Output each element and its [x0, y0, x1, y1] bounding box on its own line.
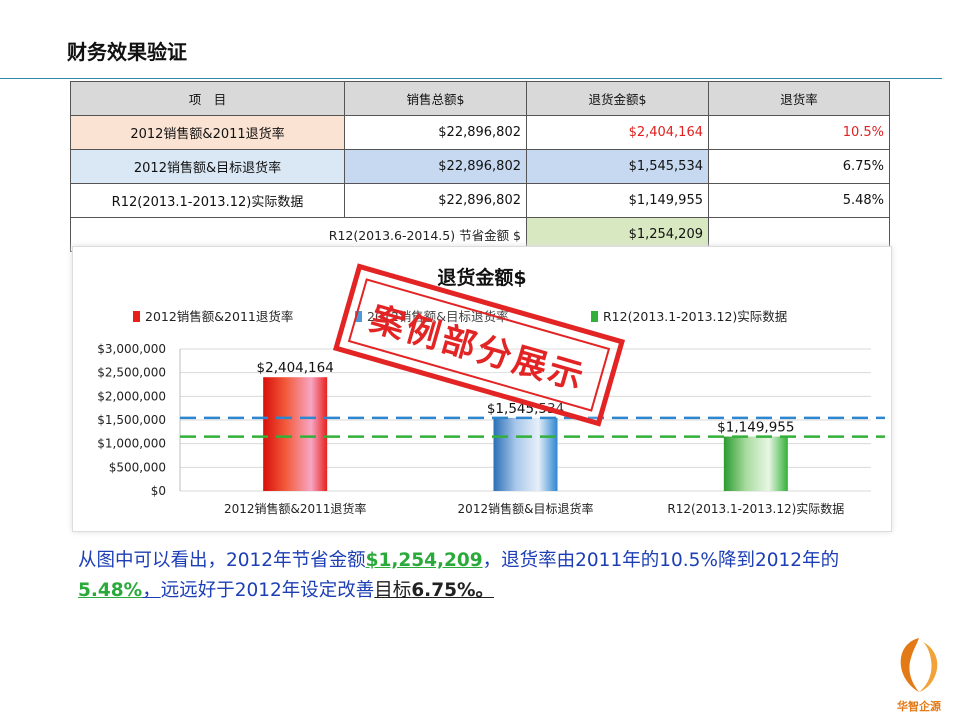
row-label: R12(2013.1-2013.12)实际数据 — [70, 183, 345, 218]
y-tick-label: $3,000,000 — [97, 342, 166, 356]
chart-svg: 退货金额$ 2012销售额&2011退货率 2012销售额&目标退货率 R12(20… — [97, 266, 885, 516]
bars — [263, 377, 788, 491]
header-sales: 销售总额$ — [344, 81, 527, 116]
legend-label: 2012销售额&目标退货率 — [367, 309, 509, 324]
bar-value-label: $1,545,534 — [487, 401, 564, 417]
x-tick-label: 2012销售额&目标退货率 — [458, 501, 594, 516]
summary-text-2: ，退货率由2011年的10.5%降到2012年的 — [482, 550, 840, 571]
y-tick-label: $2,500,000 — [97, 366, 166, 380]
bar — [493, 417, 558, 491]
logo-text: 华智企源 — [897, 700, 941, 713]
y-tick-label: $500,000 — [109, 460, 166, 474]
legend-swatch — [355, 311, 362, 322]
bar — [723, 436, 788, 491]
summary-savings-value: $1,254,209 — [365, 550, 483, 571]
summary-paragraph: 从图中可以看出，2012年节省金额$1,254,209，退货率由2011年的10… — [78, 546, 878, 606]
chart-legend: 2012销售额&2011退货率 2012销售额&目标退货率 R12(2013.1-2… — [133, 309, 787, 324]
row-rate: 6.75% — [708, 149, 890, 184]
summary-text-1: 从图中可以看出，2012年节省金额 — [78, 550, 366, 571]
bar-value-label: $1,149,955 — [717, 420, 794, 436]
title-divider — [0, 78, 942, 79]
summary-rate-value: 5.48% — [78, 580, 143, 601]
company-logo: 华智企源 — [893, 634, 945, 714]
legend-swatch — [133, 311, 140, 322]
table-row: 2012销售额&2011退货率 $22,896,802 $2,404,164 1… — [70, 115, 890, 150]
x-axis-ticks: 2012销售额&2011退货率 2012销售额&目标退货率 R12(2013.1-2… — [224, 501, 844, 516]
header-item: 项 目 — [70, 81, 345, 116]
bar — [263, 377, 328, 491]
summary-text-5: 。 — [475, 580, 495, 601]
table-row: R12(2013.1-2013.12)实际数据 $22,896,802 $1,1… — [70, 183, 890, 218]
row-returns: $1,149,955 — [526, 183, 709, 218]
logo-icon — [900, 638, 938, 692]
summary-target-value: 6.75% — [411, 580, 476, 601]
bar-labels: $2,404,164 $1,545,534 $1,149,955 — [257, 360, 795, 435]
row-label: 2012销售额&2011退货率 — [70, 115, 345, 150]
header-rate: 退货率 — [708, 81, 890, 116]
x-tick-label: R12(2013.1-2013.12)实际数据 — [667, 501, 844, 516]
row-rate: 5.48% — [708, 183, 890, 218]
chart-title: 退货金额$ — [437, 266, 526, 289]
y-tick-label: $0 — [151, 484, 166, 498]
slide-title: 财务效果验证 — [67, 40, 187, 64]
row-sales: $22,896,802 — [344, 149, 527, 184]
legend-label: 2012销售额&2011退货率 — [145, 309, 293, 324]
bar-value-label: $2,404,164 — [257, 360, 334, 376]
y-tick-label: $1,000,000 — [97, 437, 166, 451]
row-label: 2012销售额&目标退货率 — [70, 149, 345, 184]
table-header-row: 项 目 销售总额$ 退货金额$ 退货率 — [70, 81, 890, 116]
row-sales: $22,896,802 — [344, 183, 527, 218]
financial-table: 项 目 销售总额$ 退货金额$ 退货率 2012销售额&2011退货率 $22,… — [70, 81, 890, 252]
summary-target-label: 目标 — [374, 580, 412, 601]
row-rate: 10.5% — [708, 115, 890, 150]
reference-lines — [180, 416, 885, 438]
y-tick-label: $2,000,000 — [97, 389, 166, 403]
legend-swatch — [591, 311, 598, 322]
y-axis-ticks: $0 $500,000 $1,000,000 $1,500,000 $2,000,000… — [97, 342, 166, 498]
legend-label: R12(2013.1-2013.12)实际数据 — [603, 309, 787, 324]
summary-text-3: ， — [142, 580, 161, 601]
header-returns: 退货金额$ — [526, 81, 709, 116]
table-row: 2012销售额&目标退货率 $22,896,802 $1,545,534 6.7… — [70, 149, 890, 184]
summary-text-4: 远远好于2012年设定改善 — [160, 580, 375, 601]
row-sales: $22,896,802 — [344, 115, 527, 150]
y-tick-label: $1,500,000 — [97, 413, 166, 427]
x-tick-label: 2012销售额&2011退货率 — [224, 501, 366, 516]
returns-chart: 退货金额$ 2012销售额&2011退货率 2012销售额&目标退货率 R12(20… — [72, 246, 892, 532]
row-returns: $1,545,534 — [526, 149, 709, 184]
row-returns: $2,404,164 — [526, 115, 709, 150]
